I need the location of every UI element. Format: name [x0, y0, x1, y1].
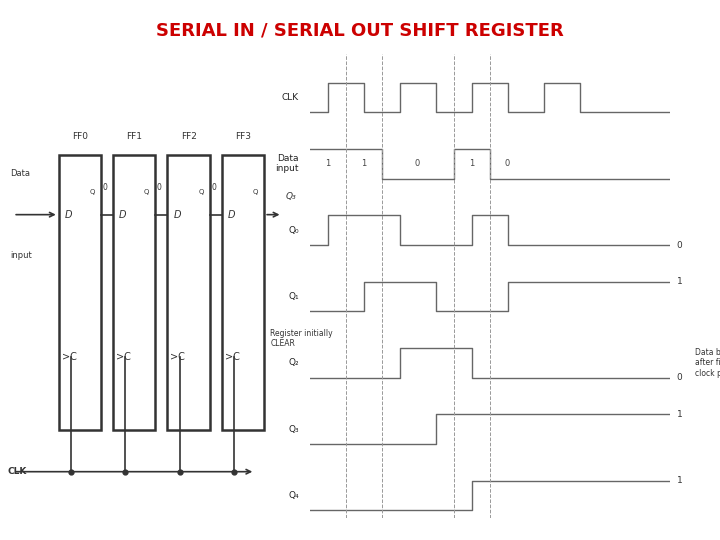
- Text: Data: Data: [10, 169, 30, 178]
- Text: FF2: FF2: [181, 132, 197, 141]
- Text: Q₄: Q₄: [288, 491, 299, 500]
- Text: >C: >C: [62, 352, 76, 362]
- Text: Q: Q: [253, 188, 258, 195]
- Text: Q: Q: [144, 188, 149, 195]
- Text: input: input: [10, 251, 32, 260]
- Text: Q: Q: [89, 188, 95, 195]
- Polygon shape: [113, 155, 156, 430]
- Text: D: D: [65, 210, 72, 220]
- Text: FF0: FF0: [72, 132, 88, 141]
- Text: D: D: [228, 210, 235, 220]
- Text: CLK: CLK: [7, 467, 27, 476]
- Text: 0: 0: [677, 373, 683, 382]
- Text: 1: 1: [361, 159, 366, 168]
- Text: FF3: FF3: [235, 132, 251, 141]
- Text: Q₃: Q₃: [285, 192, 296, 201]
- Text: Q: Q: [199, 188, 204, 195]
- Text: 1: 1: [677, 476, 683, 485]
- Text: Q₀: Q₀: [288, 226, 299, 235]
- Text: 1: 1: [677, 277, 683, 286]
- Text: 1: 1: [677, 410, 683, 418]
- Polygon shape: [58, 155, 101, 430]
- Polygon shape: [222, 155, 264, 430]
- Text: 0: 0: [677, 240, 683, 249]
- Text: Data bits stored
after five
clock pulses: Data bits stored after five clock pulses: [695, 348, 720, 377]
- Text: >C: >C: [116, 352, 131, 362]
- Text: D: D: [119, 210, 127, 220]
- Text: Q₁: Q₁: [288, 292, 299, 301]
- Text: FF1: FF1: [126, 132, 143, 141]
- Text: Q₃: Q₃: [288, 424, 299, 434]
- Text: >C: >C: [225, 352, 240, 362]
- Text: CLK: CLK: [282, 93, 299, 102]
- Polygon shape: [168, 155, 210, 430]
- Text: 1: 1: [325, 159, 330, 168]
- Text: 0: 0: [212, 183, 216, 192]
- Text: 1: 1: [469, 159, 474, 168]
- Text: 0: 0: [505, 159, 510, 168]
- Text: Q₂: Q₂: [288, 359, 299, 367]
- Text: Data
input: Data input: [275, 154, 299, 173]
- Text: 0: 0: [102, 183, 107, 192]
- Text: Register initially
CLEAR: Register initially CLEAR: [270, 329, 333, 348]
- Text: 0: 0: [415, 159, 420, 168]
- Text: >C: >C: [171, 352, 185, 362]
- Text: SERIAL IN / SERIAL OUT SHIFT REGISTER: SERIAL IN / SERIAL OUT SHIFT REGISTER: [156, 22, 564, 39]
- Text: D: D: [174, 210, 181, 220]
- Text: 0: 0: [157, 183, 162, 192]
